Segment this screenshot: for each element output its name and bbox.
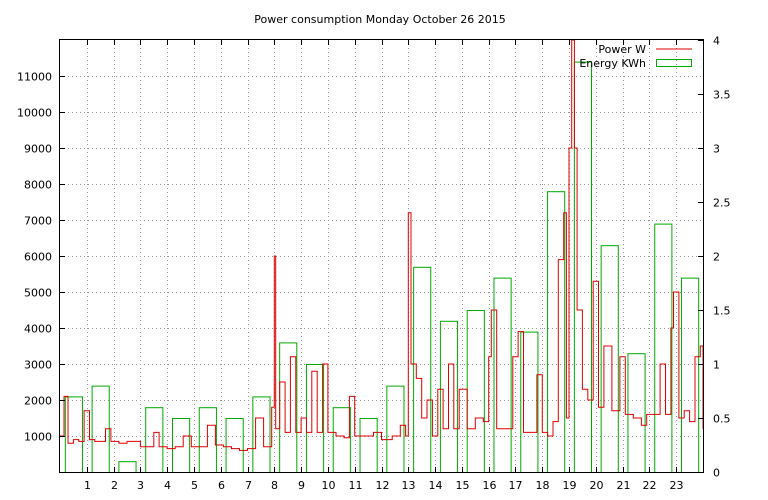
x-tick-label: 19 — [563, 479, 577, 492]
energy-bar — [681, 277, 700, 473]
x-tick-label: 6 — [218, 479, 225, 492]
x-tick-label: 7 — [245, 479, 252, 492]
left-y-axis: 1000 2000 3000 4000 5000 6000 7000 8000 9000 1000… — [17, 71, 65, 444]
y-tick-label-right: 2 — [713, 251, 720, 264]
x-tick-label: 23 — [670, 479, 684, 492]
y-tick-label-right: 0 — [713, 467, 720, 480]
y-tick-label-left: 6000 — [24, 251, 52, 264]
y-tick-label-left: 3000 — [24, 359, 52, 372]
y-tick-label-left: 7000 — [24, 215, 52, 228]
x-tick-label: 5 — [191, 479, 198, 492]
plot-frame — [59, 39, 704, 473]
legend-label-energy: Energy KWh — [579, 57, 646, 70]
y-tick-label-left: 2000 — [24, 395, 52, 408]
y-tick-label-left: 10000 — [17, 107, 52, 120]
x-tick-label: 13 — [402, 479, 416, 492]
energy-bar — [332, 407, 351, 474]
y-tick-label-left: 5000 — [24, 287, 52, 300]
x-tick-label: 15 — [456, 479, 470, 492]
y-tick-label-right: 0.5 — [713, 413, 731, 426]
x-tick-label: 10 — [322, 479, 336, 492]
y-tick-label-right: 1 — [713, 359, 720, 372]
right-y-axis: 0 0.5 1 1.5 2 2.5 3 3.5 4 — [698, 35, 731, 480]
x-tick-label: 17 — [509, 479, 523, 492]
x-tick-label: 12 — [376, 479, 390, 492]
energy-bar — [171, 418, 191, 473]
power-series-line — [60, 39, 704, 451]
x-tick-label: 11 — [349, 479, 363, 492]
energy-bar — [359, 418, 378, 473]
power-line — [60, 39, 704, 451]
y-tick-label-left: 4000 — [24, 323, 52, 336]
x-tick-label: 22 — [643, 479, 657, 492]
x-tick-label: 14 — [429, 479, 443, 492]
x-axis: 1 2 3 4 5 6 7 8 9 10 11 12 13 14 15 16 17 18 19 20 21 22 23 — [84, 40, 684, 492]
legend-swatch-energy — [656, 59, 692, 67]
legend-label-power: Power W — [598, 43, 646, 56]
x-tick-label: 1 — [84, 479, 91, 492]
x-tick-label: 2 — [111, 479, 118, 492]
y-tick-label-right: 3.5 — [713, 89, 731, 102]
x-tick-label: 18 — [536, 479, 550, 492]
x-tick-label: 8 — [271, 479, 278, 492]
energy-bar — [225, 418, 244, 473]
energy-bar — [279, 342, 298, 473]
y-tick-label-right: 3 — [713, 143, 720, 156]
energy-bars — [64, 61, 700, 474]
y-tick-label-left: 1000 — [24, 431, 52, 444]
y-tick-label-left: 9000 — [24, 143, 52, 156]
y-tick-label-left: 11000 — [17, 71, 52, 84]
x-tick-label: 21 — [617, 479, 631, 492]
energy-bar — [386, 385, 405, 474]
energy-bar — [654, 223, 673, 473]
x-tick-label: 16 — [483, 479, 497, 492]
energy-bar — [547, 191, 566, 473]
y-tick-label-right: 1.5 — [713, 305, 731, 318]
energy-bar — [627, 353, 646, 474]
y-tick-label-right: 4 — [713, 35, 720, 48]
y-tick-label-left: 8000 — [24, 179, 52, 192]
x-tick-label: 4 — [164, 479, 171, 492]
energy-bar — [466, 310, 485, 473]
chart-title: Power consumption Monday October 26 2015 — [254, 13, 505, 26]
energy-bar — [118, 461, 137, 474]
legend: Power W Energy KWh — [579, 43, 692, 70]
x-tick-label: 3 — [137, 479, 144, 492]
energy-bar — [305, 364, 325, 473]
x-tick-label: 20 — [590, 479, 604, 492]
x-tick-label: 9 — [298, 479, 305, 492]
y-tick-label-right: 2.5 — [713, 197, 731, 210]
